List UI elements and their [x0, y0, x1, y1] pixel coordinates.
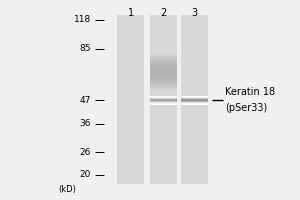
- Bar: [150, 67, 177, 68]
- Bar: [150, 69, 177, 70]
- Text: 2: 2: [160, 8, 167, 18]
- Bar: [150, 77, 177, 78]
- Bar: [150, 73, 177, 74]
- Bar: [150, 60, 177, 61]
- Bar: [150, 75, 177, 76]
- Bar: [150, 76, 177, 77]
- Bar: [150, 65, 177, 66]
- Bar: [150, 70, 177, 71]
- Bar: [150, 81, 177, 82]
- Text: 85: 85: [79, 44, 91, 53]
- Bar: [150, 15, 177, 184]
- Text: 36: 36: [79, 119, 91, 128]
- Text: (pSer33): (pSer33): [225, 103, 268, 113]
- Bar: [150, 56, 177, 57]
- Bar: [150, 88, 177, 89]
- Bar: [150, 89, 177, 90]
- Text: 118: 118: [74, 15, 91, 24]
- Bar: [150, 54, 177, 55]
- Text: 26: 26: [80, 148, 91, 157]
- Bar: [150, 84, 177, 85]
- Bar: [150, 66, 177, 67]
- Bar: [150, 80, 177, 81]
- Bar: [150, 74, 177, 75]
- Bar: [150, 71, 177, 72]
- Bar: [150, 72, 177, 73]
- Bar: [150, 90, 177, 91]
- Text: (kD): (kD): [58, 185, 76, 194]
- Bar: [150, 85, 177, 86]
- Bar: [150, 82, 177, 83]
- Bar: [118, 15, 144, 184]
- Text: 1: 1: [128, 8, 134, 18]
- Text: 47: 47: [80, 96, 91, 105]
- Text: Keratin 18: Keratin 18: [225, 87, 276, 97]
- Bar: [150, 86, 177, 87]
- Text: 20: 20: [80, 170, 91, 179]
- Bar: [150, 87, 177, 88]
- Bar: [150, 55, 177, 56]
- Bar: [150, 62, 177, 63]
- Bar: [150, 61, 177, 62]
- Bar: [150, 57, 177, 58]
- Bar: [150, 63, 177, 64]
- Bar: [181, 15, 208, 184]
- Bar: [150, 58, 177, 59]
- Bar: [150, 64, 177, 65]
- Bar: [150, 83, 177, 84]
- Bar: [150, 78, 177, 79]
- Bar: [150, 68, 177, 69]
- Bar: [150, 79, 177, 80]
- Bar: [150, 59, 177, 60]
- Text: 3: 3: [191, 8, 197, 18]
